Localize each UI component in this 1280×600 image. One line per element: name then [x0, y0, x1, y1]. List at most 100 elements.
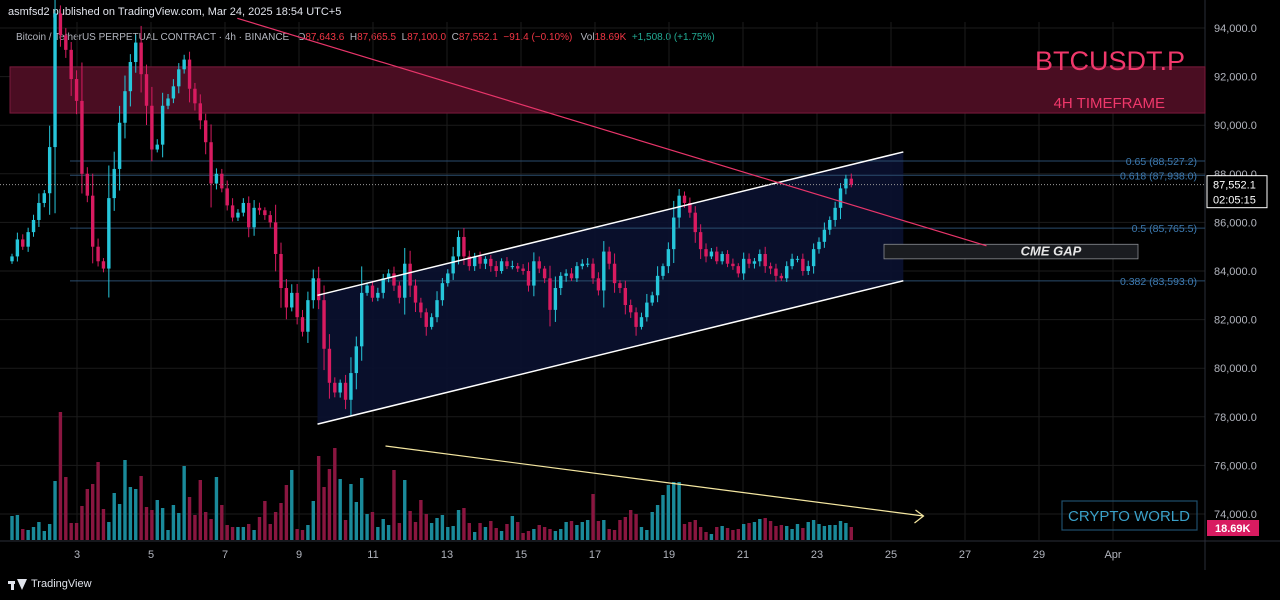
candle-body — [47, 147, 52, 194]
volume-bar — [268, 524, 272, 540]
volume-bar — [85, 489, 90, 540]
volume-bar — [252, 530, 256, 540]
candle-body — [74, 79, 79, 101]
candle-body — [360, 292, 364, 347]
time-axis[interactable]: 3 5 7 9 11 13 15 17 19 21 23 25 27 29 Apr — [74, 549, 1122, 561]
candle-body — [752, 261, 757, 264]
candle-body — [15, 239, 20, 257]
volume-bar — [58, 412, 63, 540]
candle-body — [720, 253, 724, 262]
candle-body — [263, 210, 267, 216]
volume-bar — [74, 523, 79, 540]
price-tick-label: 74,000.0 — [1214, 509, 1257, 521]
drawings-layer — [0, 17, 1205, 524]
volume-bar — [747, 523, 751, 540]
volume-bar — [193, 515, 197, 540]
candle-body — [376, 292, 380, 298]
candle-body — [144, 74, 149, 106]
volume-bar — [505, 524, 509, 540]
volume-bar — [15, 515, 20, 540]
volume-bar — [123, 460, 127, 540]
volume-bar — [629, 510, 633, 540]
volume-bar — [429, 523, 434, 540]
candle-body — [612, 263, 617, 284]
volume-bar — [779, 525, 784, 540]
price-tick-label: 94,000.0 — [1214, 23, 1257, 35]
volume-bar — [494, 528, 498, 540]
volume-bar — [128, 487, 133, 540]
candle-body — [155, 144, 159, 150]
candle-body — [322, 300, 326, 349]
volume-bar — [150, 510, 154, 540]
volume-bar — [822, 526, 827, 540]
candle-body — [585, 263, 590, 265]
volume-badge — [1207, 520, 1259, 536]
candle-body — [408, 263, 412, 286]
candle-body — [526, 271, 531, 286]
candle-body — [559, 275, 563, 289]
volume-badge-label: 18.69K — [1215, 523, 1251, 535]
volume-bar — [607, 529, 611, 540]
candle-body — [37, 202, 41, 220]
price-axis[interactable]: 94,000.092,000.090,000.088,000.086,000.0… — [1206, 23, 1268, 536]
candle-body — [440, 283, 445, 301]
price-tick-label: 86,000.0 — [1214, 217, 1257, 229]
volume-bar — [220, 505, 224, 540]
volume-bar — [187, 497, 192, 540]
candle-body — [741, 258, 746, 274]
bar-countdown-label: 02:05:15 — [1213, 195, 1256, 207]
volume-bar — [376, 527, 380, 540]
candle-body — [381, 278, 385, 293]
candle-body — [838, 188, 843, 208]
candle-body — [69, 49, 73, 80]
high-label: H — [349, 32, 358, 43]
volume-bar — [693, 520, 697, 540]
volume-bar — [542, 527, 547, 540]
volume-bar — [709, 534, 714, 540]
volume-bar — [725, 528, 730, 540]
cme-gap-label: CME GAP — [1021, 244, 1082, 259]
candle-body — [505, 261, 509, 267]
descending-trend-line — [237, 17, 987, 247]
volume-bar — [241, 527, 246, 540]
volume-bar — [752, 522, 757, 540]
candle-body — [327, 348, 332, 383]
volume-bar — [214, 477, 219, 540]
candle-body — [252, 207, 256, 228]
zones-layer — [9, 66, 1206, 425]
candle-body — [349, 373, 353, 400]
candle-body — [117, 122, 122, 169]
candles-layer — [10, 0, 853, 416]
candle-body — [203, 120, 208, 143]
candle-body — [672, 217, 676, 250]
candle-body — [333, 382, 337, 393]
published-by-header: asmfsd2 published on TradingView.com, Ma… — [8, 6, 342, 18]
candle-body — [193, 88, 197, 104]
last-price-box — [1206, 175, 1268, 209]
candle-body — [758, 253, 762, 262]
footer-brand: TradingView — [31, 578, 92, 590]
volume-bar — [424, 514, 428, 540]
volume-bar — [580, 522, 584, 540]
volume-bar — [758, 519, 762, 540]
volume-bar — [47, 524, 52, 540]
candle-body — [268, 215, 272, 223]
candle-body — [645, 302, 649, 318]
volume-bar — [225, 525, 229, 540]
volume-bar — [403, 480, 407, 540]
volume-bar — [618, 520, 622, 540]
candle-body — [521, 268, 525, 271]
volume-bar — [290, 470, 294, 540]
candle-body — [516, 266, 520, 269]
volume-bar — [478, 523, 482, 540]
volume-bar — [446, 527, 450, 540]
volume-bar — [10, 516, 14, 540]
volume-bar — [715, 527, 719, 540]
volume-bar — [386, 525, 391, 540]
candle-body — [446, 273, 450, 284]
volume-bar — [343, 520, 348, 540]
candle-body — [768, 266, 773, 269]
candle-body — [456, 236, 461, 257]
candle-body — [532, 261, 536, 286]
